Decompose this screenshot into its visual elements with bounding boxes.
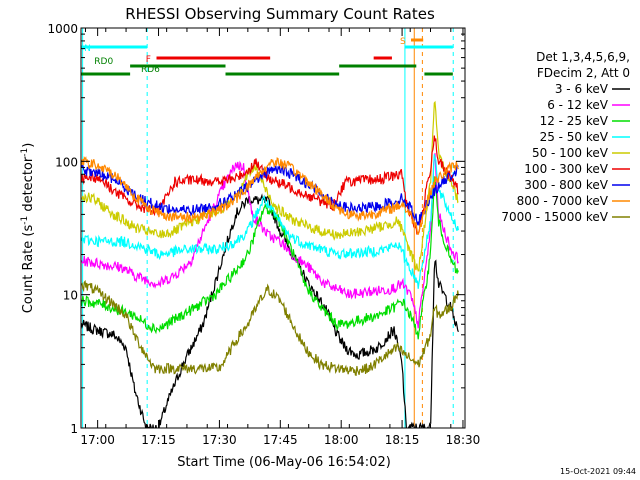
observing-flags	[81, 38, 453, 76]
y-tick-label: 1	[70, 422, 78, 436]
x-tick-label: 17:45	[263, 433, 298, 447]
legend-label-4: 50 - 100 keV	[532, 146, 609, 160]
axes: 17:00 17:15 17:30 17:45 18:00 18:15 18:30 1 10 10…	[47, 22, 480, 447]
x-tick-label: 18:30	[446, 433, 481, 447]
series-line-0	[81, 193, 459, 428]
flag-label-f: F	[146, 55, 151, 65]
x-tick-label: 17:30	[202, 433, 237, 447]
series-line-4	[81, 100, 459, 272]
series-line-7	[81, 155, 459, 236]
series-line-8	[81, 279, 459, 376]
plot-frame	[80, 27, 466, 429]
legend-label-3: 25 - 50 keV	[540, 130, 609, 144]
legend-label-8: 7000 - 15000 keV	[501, 210, 608, 224]
x-tick-label: 17:00	[80, 433, 115, 447]
legend-label-0: 3 - 6 keV	[555, 82, 609, 96]
flag-label-rd6: RD6	[141, 65, 160, 75]
x-tick-label: 17:15	[141, 433, 176, 447]
flag-label-rd0: RD0	[94, 57, 113, 67]
vertical-markers	[82, 28, 454, 428]
legend-label-5: 100 - 300 keV	[524, 162, 608, 176]
legend-label-1: 6 - 12 keV	[547, 98, 609, 112]
y-tick-label: 100	[55, 155, 78, 169]
legend-header-line-2: FDecim 2, Att 0	[537, 66, 630, 80]
x-tick-label: 18:00	[324, 433, 359, 447]
y-tick-label: 1000	[47, 22, 78, 36]
flag-label-s: S	[400, 37, 406, 47]
series-line-5	[81, 135, 459, 235]
legend-label-7: 800 - 7000 keV	[517, 194, 609, 208]
series-line-1	[81, 153, 459, 329]
chart-title: RHESSI Observing Summary Count Rates	[125, 5, 435, 23]
series-group	[81, 100, 459, 428]
flag-label-n: N	[84, 44, 91, 54]
footer-date: 15-Oct-2021 09:44	[560, 467, 636, 476]
legend: 3 - 6 keV 6 - 12 keV 12 - 25 keV 25 - 50 ke…	[501, 82, 630, 224]
series-line-2	[81, 175, 459, 340]
x-axis-label: Start Time (06-May-06 16:54:02)	[177, 455, 391, 470]
x-tick-label: 18:15	[385, 433, 420, 447]
y-tick-label: 10	[63, 289, 78, 303]
series-line-3	[81, 154, 459, 289]
y-axis-label: Count Rate (s-1 detector-1)	[20, 143, 36, 314]
legend-label-6: 300 - 800 keV	[524, 178, 608, 192]
legend-header-line-1: Det 1,3,4,5,6,9,	[536, 50, 630, 64]
legend-label-2: 12 - 25 keV	[540, 114, 609, 128]
